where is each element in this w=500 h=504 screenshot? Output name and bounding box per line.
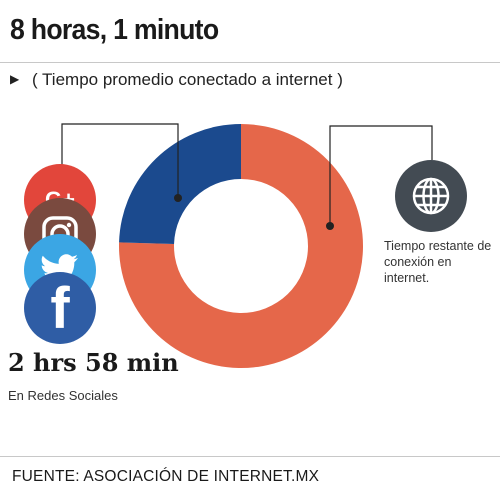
slice-remaining-internet [119,124,364,368]
page-title: 8 horas, 1 minuto [10,14,219,46]
social-leader-line [61,123,179,198]
source-text: FUENTE: ASOCIACIÓN DE INTERNET.MX [12,468,320,485]
triangle-icon: ▶ [10,72,20,86]
social-time-label: En Redes Sociales [8,388,118,403]
title-divider [0,62,500,63]
social-time-value: 2 hrs 58 min [8,348,179,377]
remaining-leader-line [329,125,433,226]
remaining-label-line1: Tiempo restante de [384,239,492,253]
slice-social-networks [119,124,241,245]
remaining-leader-dot [326,222,334,230]
subtitle-text: ( Tiempo promedio conectado a internet ) [31,70,343,89]
social-leader-dot [174,194,182,202]
remaining-label-line2: conexión en internet. [384,255,452,285]
donut-slices [119,124,364,368]
footer-divider [0,456,500,457]
subtitle: ▶ ( Tiempo promedio conectado a internet… [10,70,343,90]
remaining-time-label: Tiempo restante de conexión en internet. [384,238,499,286]
globe-icon [395,160,467,232]
facebook-icon: f [24,272,96,344]
